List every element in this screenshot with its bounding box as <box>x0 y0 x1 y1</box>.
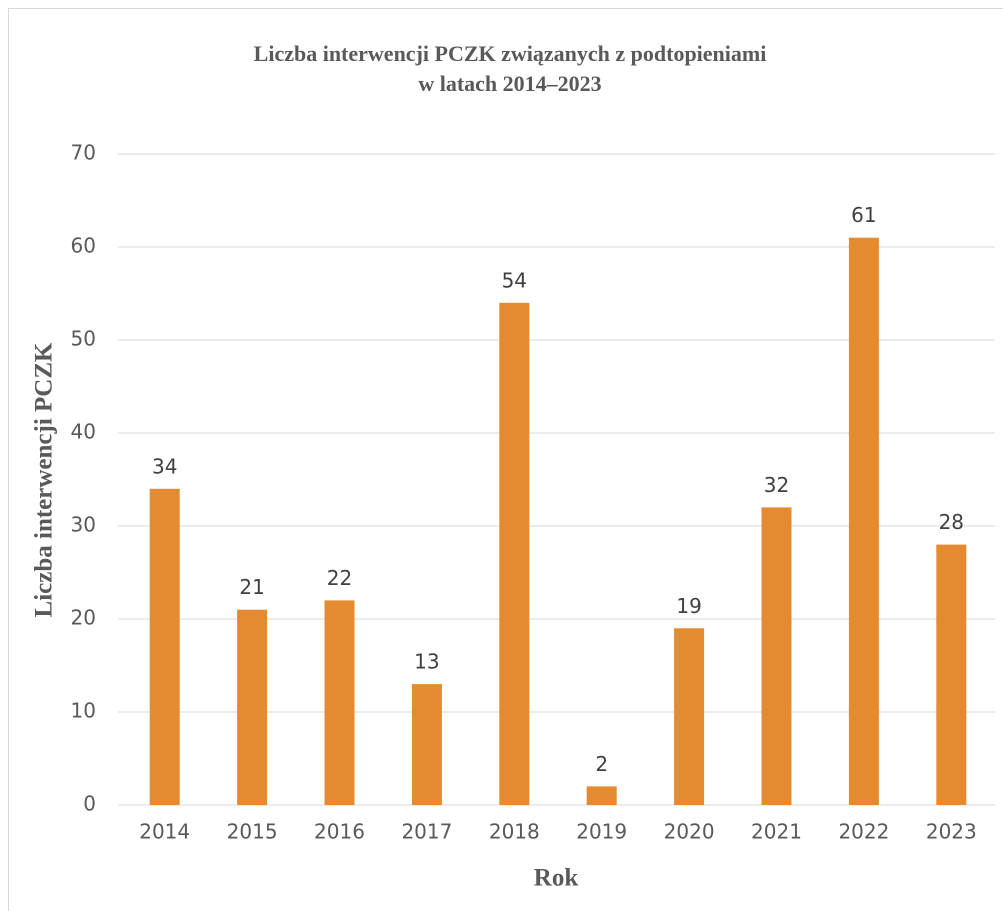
value-label: 2 <box>595 752 608 776</box>
value-label: 34 <box>152 454 177 478</box>
value-label: 54 <box>502 268 527 292</box>
chart-title: Liczba interwencji PCZK związanych z pod… <box>254 41 767 66</box>
bar <box>411 684 442 805</box>
x-tick-label: 2023 <box>926 820 977 844</box>
bar <box>237 609 268 805</box>
y-tick-label: 0 <box>83 792 96 816</box>
y-tick-label: 40 <box>71 420 96 444</box>
value-label: 19 <box>676 594 701 618</box>
y-tick-label: 70 <box>71 141 96 165</box>
bar <box>936 544 967 805</box>
x-tick-label: 2017 <box>401 820 452 844</box>
value-label: 21 <box>239 575 264 599</box>
x-tick-label: 2021 <box>751 820 802 844</box>
x-axis-label: Rok <box>534 865 579 892</box>
bar <box>674 628 705 805</box>
value-label: 61 <box>851 203 876 227</box>
bar <box>324 600 355 805</box>
bar <box>499 302 530 805</box>
y-tick-label: 10 <box>71 699 96 723</box>
value-label: 13 <box>414 650 439 674</box>
value-label: 22 <box>327 566 352 590</box>
x-tick-label: 2020 <box>664 820 715 844</box>
bar <box>848 237 879 805</box>
value-label: 32 <box>764 473 789 497</box>
y-tick-label: 20 <box>71 606 96 630</box>
bar <box>761 507 792 805</box>
x-tick-label: 2015 <box>227 820 278 844</box>
y-tick-label: 30 <box>71 513 96 537</box>
x-tick-label: 2019 <box>576 820 627 844</box>
x-tick-label: 2016 <box>314 820 365 844</box>
value-label: 28 <box>939 510 964 534</box>
x-tick-label: 2018 <box>489 820 540 844</box>
x-tick-label: 2022 <box>838 820 889 844</box>
bar <box>149 488 180 805</box>
y-axis-label: Liczba interwencji PCZK <box>31 342 58 618</box>
y-tick-label: 50 <box>71 327 96 351</box>
x-tick-label: 2014 <box>139 820 190 844</box>
bar <box>586 786 617 805</box>
y-tick-label: 60 <box>71 234 96 258</box>
chart-title: w latach 2014–2023 <box>418 71 601 96</box>
